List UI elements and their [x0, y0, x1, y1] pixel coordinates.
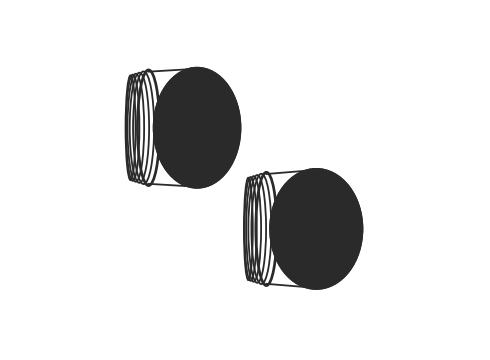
- Ellipse shape: [223, 114, 228, 121]
- Text: 1: 1: [225, 112, 233, 125]
- Ellipse shape: [216, 153, 220, 160]
- Ellipse shape: [202, 85, 207, 92]
- Ellipse shape: [167, 135, 171, 141]
- Ellipse shape: [187, 85, 192, 92]
- Ellipse shape: [202, 163, 207, 170]
- Ellipse shape: [216, 96, 220, 102]
- Ellipse shape: [223, 135, 228, 141]
- Ellipse shape: [270, 169, 362, 288]
- Ellipse shape: [323, 244, 330, 253]
- Text: 2: 2: [293, 220, 300, 233]
- Ellipse shape: [154, 68, 240, 187]
- Ellipse shape: [302, 244, 309, 253]
- Ellipse shape: [187, 163, 192, 170]
- Ellipse shape: [295, 217, 302, 226]
- Ellipse shape: [174, 96, 179, 102]
- Ellipse shape: [313, 201, 319, 210]
- Ellipse shape: [167, 114, 171, 121]
- Ellipse shape: [174, 153, 179, 160]
- Ellipse shape: [330, 217, 337, 226]
